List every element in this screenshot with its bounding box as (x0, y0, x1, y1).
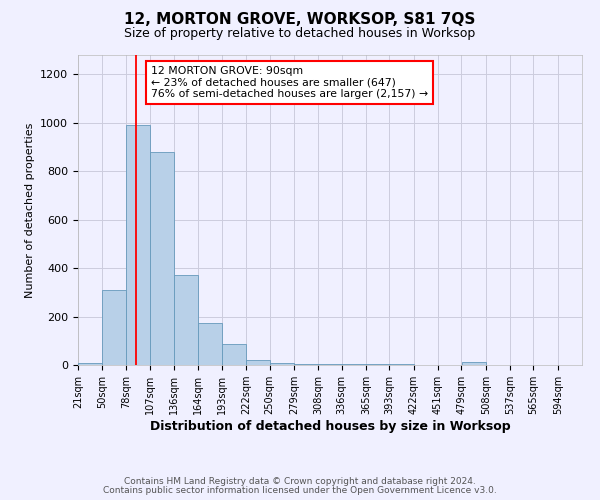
Bar (270, 363, 294, 365)
Bar (342, 364, 366, 365)
Y-axis label: Number of detached properties: Number of detached properties (25, 122, 35, 298)
Bar (461, 362, 485, 365)
Bar (150, 152, 174, 365)
Text: 12, MORTON GROVE, WORKSOP, S81 7QS: 12, MORTON GROVE, WORKSOP, S81 7QS (124, 12, 476, 28)
Bar (366, 364, 390, 365)
Bar (78, 362, 102, 365)
X-axis label: Distribution of detached houses by size in Worksop: Distribution of detached houses by size … (149, 420, 511, 433)
Text: 12 MORTON GROVE: 90sqm
← 23% of detached houses are smaller (647)
76% of semi-de: 12 MORTON GROVE: 90sqm ← 23% of detached… (151, 66, 428, 99)
Bar (294, 364, 318, 365)
Text: Contains public sector information licensed under the Open Government Licence v3: Contains public sector information licen… (103, 486, 497, 495)
Text: Size of property relative to detached houses in Worksop: Size of property relative to detached ho… (124, 28, 476, 40)
Bar (247, 360, 271, 365)
Bar (319, 364, 343, 365)
Bar (389, 364, 413, 365)
Bar (126, 125, 150, 365)
Bar (175, 276, 199, 365)
Bar (198, 322, 222, 365)
Bar (222, 344, 246, 365)
Text: Contains HM Land Registry data © Crown copyright and database right 2024.: Contains HM Land Registry data © Crown c… (124, 477, 476, 486)
Bar (103, 290, 127, 365)
